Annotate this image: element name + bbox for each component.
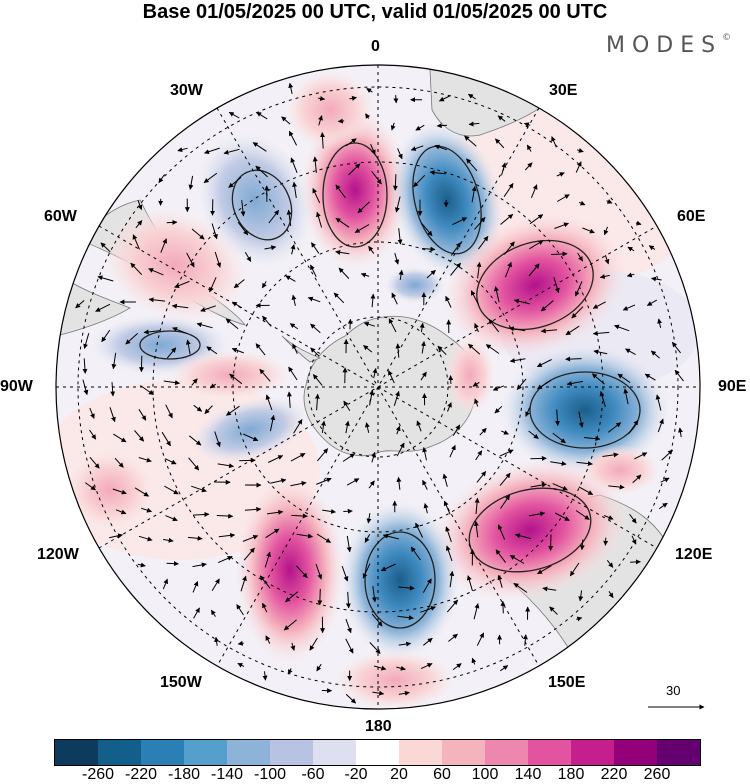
colorbar-tick-label: -20 [344, 766, 367, 784]
colorbar-swatch [614, 740, 657, 765]
colorbar-swatch [98, 740, 141, 765]
colorbar-swatch [184, 740, 227, 765]
wind-arrow [320, 589, 321, 605]
lon-label-150w: 150W [160, 674, 202, 692]
lon-label-150e: 150E [548, 674, 585, 692]
colorbar-swatch [571, 740, 614, 765]
colorbar-tick-label: 20 [390, 766, 408, 784]
colorbar-swatch [227, 740, 270, 765]
lon-label-30w: 30W [170, 82, 203, 100]
colorbar-tick-label: 140 [515, 766, 542, 784]
positive-anomaly [65, 450, 155, 530]
map-title: Base 01/05/2025 00 UTC, valid 01/05/2025… [0, 0, 750, 24]
colorbar-swatch [141, 740, 184, 765]
colorbar-swatch [55, 740, 98, 765]
colorbar-tick-label: 60 [433, 766, 451, 784]
wind-arrow [350, 319, 351, 329]
positive-anomaly [445, 335, 495, 415]
lon-label-120w: 120W [37, 546, 79, 564]
lon-label-180: 180 [365, 718, 392, 736]
brand-logo: MODES© [606, 33, 731, 58]
colorbar-tick-label: -60 [301, 766, 324, 784]
vector-reference-arrow [648, 683, 708, 713]
wind-arrow [396, 95, 397, 103]
lon-label-30e: 30E [549, 82, 577, 100]
colorbar-tick-label: -260 [82, 766, 114, 784]
colorbar-swatch [270, 740, 313, 765]
wind-arrow [338, 121, 344, 122]
wind-arrow [530, 458, 546, 459]
wind-arrow [395, 174, 396, 190]
colorbar-swatch [356, 740, 399, 765]
wind-arrow [551, 535, 552, 551]
colorbar-swatch [485, 740, 528, 765]
map-disk [40, 50, 720, 730]
colorbar-tick-label: -100 [254, 766, 286, 784]
lon-label-90w: 90W [0, 378, 33, 396]
colorbar [54, 739, 701, 766]
wind-arrow [167, 222, 177, 223]
positive-anomaly [235, 475, 345, 665]
colorbar-tick-label: 220 [601, 766, 628, 784]
wind-arrow [167, 563, 179, 564]
colorbar-swatch [657, 740, 700, 765]
lon-label-120e: 120E [675, 546, 712, 564]
colorbar-swatch [442, 740, 485, 765]
colorbar-swatch [313, 740, 356, 765]
colorbar-tick-label: 180 [558, 766, 585, 784]
lon-label-60e: 60E [677, 208, 705, 226]
positive-anomaly [285, 70, 375, 150]
colorbar-swatch [528, 740, 571, 765]
wind-arrow [503, 601, 504, 613]
lon-label-60w: 60W [44, 208, 77, 226]
wind-arrow [566, 359, 582, 360]
colorbar-tick-label: -180 [168, 766, 200, 784]
lon-label-0: 0 [371, 38, 380, 56]
colorbar-swatch [399, 740, 442, 765]
colorbar-tick-label: 260 [644, 766, 671, 784]
lon-label-90e: 90E [718, 378, 746, 396]
colorbar-tick-label: -220 [125, 766, 157, 784]
colorbar-tick-label: -140 [211, 766, 243, 784]
wind-arrow [343, 511, 352, 512]
wind-arrow [630, 562, 640, 563]
negative-anomaly [340, 500, 460, 660]
colorbar-tick-label: 100 [472, 766, 499, 784]
